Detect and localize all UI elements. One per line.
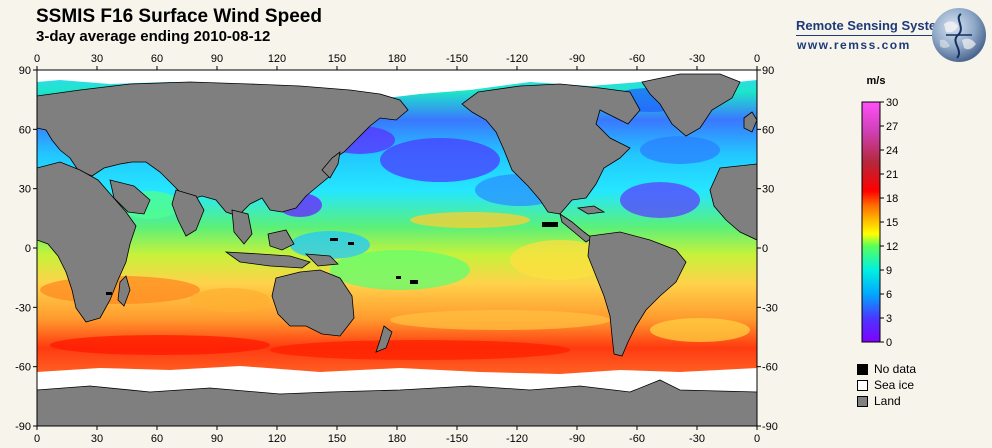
rss-logo-url: www.remss.com — [797, 38, 911, 52]
legend-swatch-sea-ice — [857, 380, 868, 391]
right-axis-label: 0 — [762, 243, 768, 255]
no-data-regions — [106, 222, 558, 295]
bottom-axis-label: 60 — [151, 433, 163, 445]
colorbar-tick-label: 9 — [886, 265, 892, 277]
bottom-axis-label: -90 — [569, 433, 585, 445]
bottom-axis-label: 0 — [34, 433, 40, 445]
page-subtitle: 3-day average ending 2010-08-12 — [36, 28, 271, 45]
legend-label-no-data: No data — [874, 362, 917, 376]
top-axis: 0 30 60 90 120 150 180 -150 -120 -90 -60 -30 0 — [34, 53, 760, 70]
land-arabia — [109, 179, 151, 215]
bottom-axis-label: 0 — [754, 433, 760, 445]
colorbar-tick-label: 27 — [886, 121, 898, 133]
left-axis: 90 60 30 0 -30 -60 -90 — [15, 65, 37, 433]
rss-logo[interactable]: Remote Sensing Systems www.remss.com — [790, 6, 990, 64]
right-axis: 90 60 30 0 -30 -60 -90 — [757, 65, 778, 433]
colorbar-tick-label: 6 — [886, 289, 892, 301]
land-central-america — [559, 213, 593, 243]
land-south-america — [587, 231, 687, 357]
colorbar-tick-label: 12 — [886, 241, 898, 253]
land-new-zealand — [375, 325, 393, 353]
bottom-axis-label: 90 — [211, 433, 223, 445]
page-title: SSMIS F16 Surface Wind Speed — [36, 6, 322, 27]
rss-logo-name: Remote Sensing Systems — [796, 18, 955, 33]
left-axis-label: -60 — [15, 362, 31, 374]
bottom-axis-label: -150 — [446, 433, 468, 445]
land-madagascar — [117, 275, 131, 307]
arctic-sea-ice — [37, 70, 757, 100]
bottom-axis-label: 150 — [328, 433, 346, 445]
land-indonesia — [224, 251, 311, 269]
land-eurasia — [37, 81, 409, 217]
left-axis-label: 0 — [25, 243, 31, 255]
bottom-axis-label: -30 — [689, 433, 705, 445]
land-antarctica — [37, 379, 757, 426]
right-axis-label: -60 — [762, 362, 778, 374]
bottom-axis-label: -120 — [506, 433, 528, 445]
colorbar-tick-label: 18 — [886, 193, 898, 205]
colorbar-tick-label: 21 — [886, 169, 898, 181]
land-japan — [321, 151, 341, 179]
left-axis-label: 30 — [19, 184, 31, 196]
left-axis-label: -30 — [15, 302, 31, 314]
right-axis-label: -90 — [762, 421, 778, 433]
land-new-guinea — [304, 253, 339, 267]
colorbar-tick-label: 30 — [886, 97, 898, 109]
legend-label-land: Land — [874, 394, 901, 408]
land-india — [171, 189, 205, 237]
land-australia — [271, 269, 355, 337]
colorbar-tick-label: 24 — [886, 145, 898, 157]
left-axis-label: -90 — [15, 421, 31, 433]
land-north-america — [461, 83, 641, 215]
right-axis-label: -30 — [762, 302, 778, 314]
right-axis-label: 30 — [762, 184, 774, 196]
legend-swatch-land — [857, 396, 868, 407]
globe-icon — [932, 8, 986, 62]
bottom-axis: 0 30 60 90 120 150 180 -150 -120 -90 -60 -30 0 — [34, 426, 760, 445]
right-axis-label: 60 — [762, 124, 774, 136]
colorbar-tick-label: 0 — [886, 337, 892, 349]
top-axis-label: -30 — [689, 53, 705, 65]
legend-swatch-no-data — [857, 364, 868, 375]
top-axis-label: 0 — [754, 53, 760, 65]
top-axis-label: 30 — [91, 53, 103, 65]
land-british-isles — [743, 111, 757, 133]
colorbar — [861, 101, 881, 343]
bottom-axis-label: -60 — [629, 433, 645, 445]
bottom-axis-label: 180 — [388, 433, 406, 445]
colorbar-tick-label: 15 — [886, 217, 898, 229]
colorbar-tick-label: 3 — [886, 313, 892, 325]
top-axis-label: 60 — [151, 53, 163, 65]
top-axis-label: 180 — [388, 53, 406, 65]
top-axis-label: 0 — [34, 53, 40, 65]
bottom-axis-label: 30 — [91, 433, 103, 445]
top-axis-label: -120 — [506, 53, 528, 65]
top-axis-label: -150 — [446, 53, 468, 65]
land-west-africa — [709, 163, 757, 241]
left-axis-label: 90 — [19, 65, 31, 77]
top-axis-label: -60 — [629, 53, 645, 65]
colorbar-units: m/s — [867, 75, 886, 87]
land-greenland — [641, 73, 741, 137]
top-axis-label: 150 — [328, 53, 346, 65]
land-borneo — [267, 229, 295, 251]
top-axis-label: -90 — [569, 53, 585, 65]
top-axis-label: 120 — [268, 53, 286, 65]
right-axis-label: 90 — [762, 65, 774, 77]
top-axis-label: 90 — [211, 53, 223, 65]
land-indochina — [231, 209, 253, 245]
bottom-axis-label: 120 — [268, 433, 286, 445]
land-masses — [37, 73, 757, 426]
rss-logo-underline — [796, 35, 948, 36]
legend-label-sea-ice: Sea ice — [874, 378, 915, 392]
land-cuba — [576, 205, 606, 215]
land-africa — [37, 161, 137, 323]
left-axis-label: 60 — [19, 124, 31, 136]
